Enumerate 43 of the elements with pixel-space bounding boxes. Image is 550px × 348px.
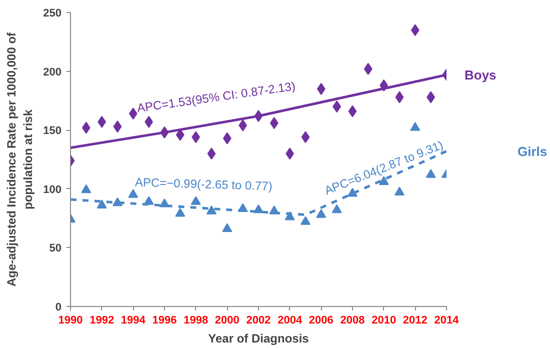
x-tick-label: 1990: [58, 314, 83, 326]
x-tick-label: 2012: [402, 314, 428, 326]
y-tick-label: 0: [55, 302, 62, 314]
annotation: APC=1.53(95% CI: 0.87-2.13): [136, 79, 296, 116]
y-axis-title: Age-adjusted Incidence Rate per 1000,000 of population at risk: [4, 31, 36, 287]
annotation: APC=−0.99(-2.65 to 0.77): [134, 175, 273, 194]
point: [222, 223, 232, 232]
point: [410, 122, 420, 131]
point: [96, 200, 107, 208]
point: [300, 216, 310, 225]
x-tick-label: 2004: [278, 314, 303, 326]
point: [332, 204, 342, 214]
x-tick-label: 2008: [340, 314, 365, 326]
point: [207, 148, 216, 160]
point: [160, 198, 170, 208]
x-tick-label: 2002: [246, 314, 271, 326]
point: [301, 131, 310, 144]
point: [395, 91, 404, 104]
point: [113, 120, 122, 133]
x-tick-label: 2000: [214, 314, 240, 326]
x-tick-label: 1994: [120, 314, 146, 326]
x-axis-title: Year of Diagnosis: [208, 332, 310, 346]
y-tick-label: 100: [43, 184, 62, 196]
series-label: Boys: [464, 67, 496, 82]
x-tick-label: 1996: [152, 314, 177, 326]
x-tick-label: 1992: [90, 314, 114, 326]
point: [190, 196, 201, 205]
point: [348, 105, 357, 118]
point: [128, 189, 138, 198]
point: [316, 209, 326, 218]
x-tick-label: 2010: [372, 314, 396, 326]
y-tick-label: 50: [49, 242, 62, 255]
x-tick-label: 1998: [184, 314, 208, 326]
y-tick-label: 150: [43, 125, 62, 138]
point: [81, 184, 92, 194]
point: [175, 208, 186, 217]
point: [206, 206, 216, 214]
y-tick-label: 200: [43, 66, 62, 78]
text: Girls: [518, 144, 548, 159]
x-tick-label: 2006: [308, 314, 334, 326]
x-tick-label: 2014: [434, 314, 460, 326]
y-tick-label: 250: [43, 8, 62, 20]
point: [426, 169, 436, 178]
